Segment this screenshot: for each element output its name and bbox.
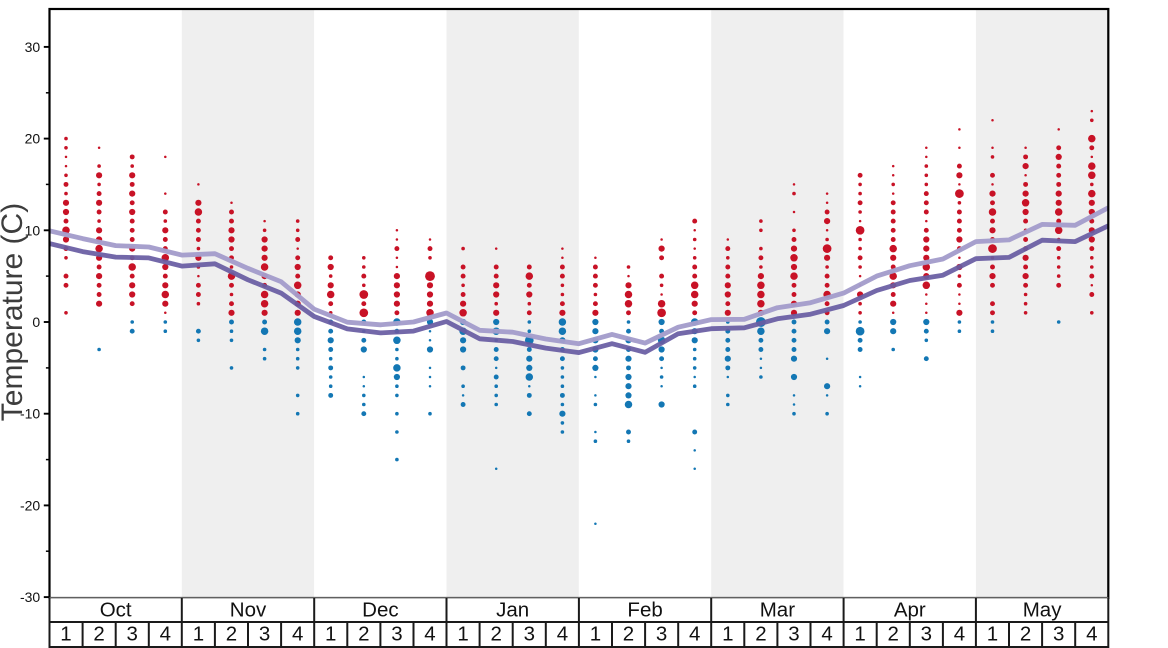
svg-text:1: 1 xyxy=(987,623,998,646)
svg-text:1: 1 xyxy=(325,623,336,646)
svg-text:2: 2 xyxy=(755,623,766,646)
svg-text:0: 0 xyxy=(32,314,40,330)
svg-text:Apr: Apr xyxy=(894,599,926,622)
svg-text:2: 2 xyxy=(623,623,634,646)
svg-text:2: 2 xyxy=(887,623,898,646)
svg-text:3: 3 xyxy=(524,623,535,646)
svg-text:2: 2 xyxy=(93,623,104,646)
svg-text:Jan: Jan xyxy=(496,599,529,622)
svg-text:Temperature (C): Temperature (C) xyxy=(0,203,29,421)
svg-text:10: 10 xyxy=(25,222,41,238)
svg-text:-30: -30 xyxy=(20,589,40,605)
svg-text:May: May xyxy=(1023,599,1062,622)
svg-text:4: 4 xyxy=(689,623,700,646)
svg-text:Feb: Feb xyxy=(627,599,662,622)
svg-text:Nov: Nov xyxy=(230,599,267,622)
svg-text:1: 1 xyxy=(193,623,204,646)
svg-text:Dec: Dec xyxy=(362,599,398,622)
svg-text:-10: -10 xyxy=(20,406,40,422)
svg-text:3: 3 xyxy=(391,623,402,646)
svg-text:3: 3 xyxy=(1053,623,1064,646)
svg-text:3: 3 xyxy=(656,623,667,646)
svg-text:1: 1 xyxy=(854,623,865,646)
svg-text:1: 1 xyxy=(590,623,601,646)
svg-text:4: 4 xyxy=(1086,623,1097,646)
svg-text:2: 2 xyxy=(490,623,501,646)
svg-text:4: 4 xyxy=(292,623,303,646)
svg-text:2: 2 xyxy=(1020,623,1031,646)
svg-text:4: 4 xyxy=(821,623,832,646)
svg-text:-20: -20 xyxy=(20,497,40,513)
svg-text:Oct: Oct xyxy=(100,599,132,622)
svg-text:1: 1 xyxy=(60,623,71,646)
svg-text:1: 1 xyxy=(457,623,468,646)
svg-text:3: 3 xyxy=(259,623,270,646)
svg-text:2: 2 xyxy=(358,623,369,646)
svg-text:4: 4 xyxy=(954,623,965,646)
svg-text:3: 3 xyxy=(788,623,799,646)
svg-text:3: 3 xyxy=(921,623,932,646)
svg-text:30: 30 xyxy=(25,39,41,55)
svg-text:20: 20 xyxy=(25,131,41,147)
svg-text:Mar: Mar xyxy=(760,599,795,622)
svg-text:4: 4 xyxy=(424,623,435,646)
svg-text:1: 1 xyxy=(722,623,733,646)
svg-text:3: 3 xyxy=(126,623,137,646)
svg-text:4: 4 xyxy=(557,623,568,646)
svg-text:4: 4 xyxy=(160,623,171,646)
svg-text:2: 2 xyxy=(226,623,237,646)
